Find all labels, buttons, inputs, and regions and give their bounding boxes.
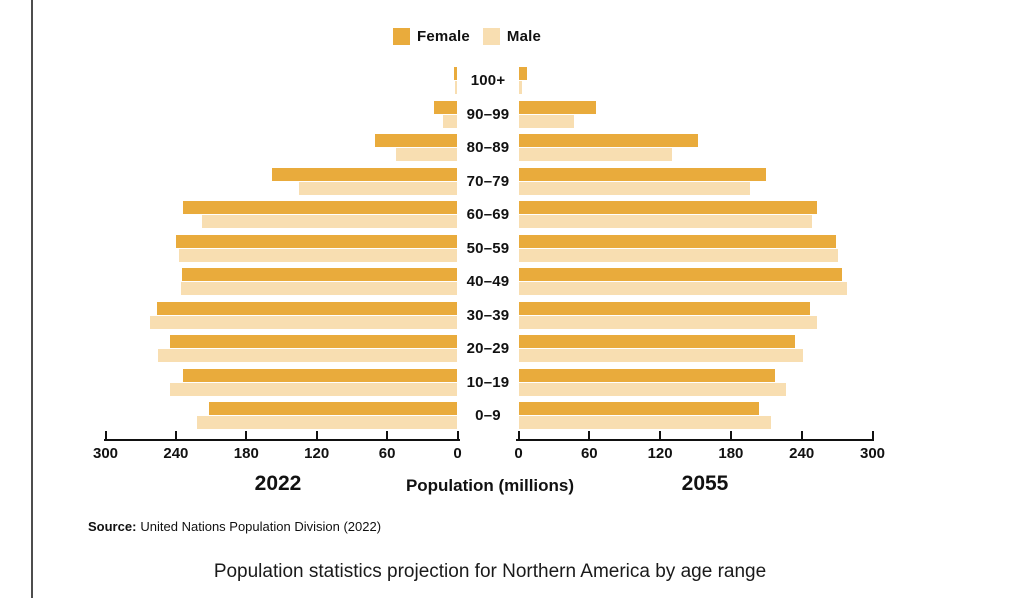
bar-2055-male — [518, 382, 787, 396]
bar-2022-male — [443, 114, 458, 128]
bar-2022-male — [150, 315, 458, 329]
left-axis-tick-label: 60 — [378, 445, 396, 462]
source-label: Source: — [88, 519, 137, 534]
right-panel-year-label: 2055 — [681, 472, 729, 495]
bar-2022-female — [181, 268, 458, 281]
age-range-label: 30–39 — [466, 306, 510, 324]
left-axis-tick-label: 120 — [304, 445, 330, 462]
bar-2055-male — [518, 114, 574, 128]
chart-legend: Female Male — [393, 26, 554, 46]
female-legend-label: Female — [417, 27, 470, 45]
bar-2055-female — [518, 402, 760, 415]
source-note: Source: United Nations Population Divisio… — [88, 519, 381, 534]
right-axis-tick-label: 300 — [859, 445, 886, 462]
male-legend-swatch-icon — [482, 27, 500, 45]
bar-2022-male — [158, 349, 458, 362]
left-border-rule — [31, 0, 33, 598]
bar-2055-male — [518, 81, 523, 94]
bar-2022-female — [453, 67, 458, 80]
bar-2022-female — [272, 167, 458, 181]
bar-2022-female — [375, 134, 458, 147]
bar-2055-female — [518, 134, 698, 147]
right-axis-tick — [729, 431, 732, 439]
left-axis-tick-label: 240 — [163, 445, 189, 462]
bar-2055-male — [518, 181, 750, 195]
bar-2055-male — [518, 349, 803, 362]
age-range-label: 80–89 — [466, 139, 510, 156]
age-range-label: 100+ — [470, 72, 506, 89]
bar-2055-female — [518, 234, 836, 248]
right-axis-tick-label: 120 — [647, 445, 673, 462]
bar-2055-female — [518, 67, 527, 80]
right-axis-tick-label: 60 — [580, 445, 598, 462]
bar-2055-female — [518, 268, 842, 281]
bar-2055-male — [518, 315, 818, 329]
right-axis-tick — [800, 431, 803, 439]
left-axis-tick — [174, 431, 177, 439]
right-axis-tick — [871, 431, 874, 439]
chart-caption: Population statistics projection for Nor… — [213, 561, 767, 582]
bar-2055-female — [518, 167, 767, 181]
age-range-label: 0–9 — [475, 407, 501, 424]
bar-2055-male — [518, 215, 813, 228]
bar-2055-female — [518, 335, 795, 348]
bar-2022-male — [455, 81, 458, 94]
right-axis-tick — [588, 431, 591, 439]
left-x-axis-line — [104, 439, 460, 441]
bar-2022-male — [396, 148, 458, 161]
right-axis-tick-label: 240 — [789, 445, 815, 462]
bar-2055-female — [518, 301, 810, 315]
bar-2022-male — [201, 215, 458, 228]
right-axis-tick-label: 180 — [718, 445, 744, 462]
bar-2022-female — [182, 368, 458, 382]
bar-2055-female — [518, 368, 775, 382]
bar-2055-female — [518, 100, 597, 114]
bar-2022-female — [434, 100, 458, 114]
bar-2022-male — [170, 382, 458, 396]
bar-2022-male — [197, 416, 458, 429]
age-range-label: 20–29 — [466, 340, 510, 357]
right-x-axis-line — [516, 439, 874, 441]
age-range-label: 10–19 — [466, 373, 510, 391]
bar-2055-male — [518, 248, 839, 262]
left-axis-tick — [315, 431, 318, 439]
bar-2022-male — [179, 248, 458, 262]
bar-2022-male — [180, 282, 458, 295]
bar-2022-male — [299, 181, 458, 195]
left-axis-tick — [456, 431, 459, 439]
left-axis-tick-label: 300 — [92, 445, 119, 462]
bar-2055-male — [518, 148, 672, 161]
bar-2022-female — [208, 402, 458, 415]
age-range-label: 40–49 — [466, 273, 510, 290]
left-axis-tick — [386, 431, 389, 439]
bar-2055-male — [518, 282, 847, 295]
x-axis-title: Population (millions) — [405, 476, 575, 495]
bar-2022-female — [157, 301, 458, 315]
age-range-label: 90–99 — [466, 105, 510, 123]
source-text: United Nations Population Division (2022… — [140, 519, 382, 534]
left-axis-tick-label: 180 — [233, 445, 259, 462]
male-legend-label: Male — [506, 27, 542, 45]
female-legend-swatch-icon — [393, 27, 410, 45]
bar-2055-male — [518, 416, 772, 429]
bar-2022-female — [170, 335, 458, 348]
bar-2022-female — [175, 234, 458, 248]
right-axis-tick-label: 0 — [514, 445, 523, 462]
age-range-label: 60–69 — [466, 206, 510, 223]
left-panel-year-label: 2022 — [254, 472, 302, 495]
left-axis-tick — [104, 431, 107, 439]
left-axis-tick — [245, 431, 248, 439]
left-axis-tick-label: 0 — [453, 445, 462, 462]
bar-2055-female — [518, 201, 818, 214]
right-axis-tick — [517, 431, 520, 439]
bar-2022-female — [182, 201, 458, 214]
age-range-label: 70–79 — [466, 172, 510, 190]
right-axis-tick — [659, 431, 662, 439]
age-range-label: 50–59 — [466, 239, 510, 257]
